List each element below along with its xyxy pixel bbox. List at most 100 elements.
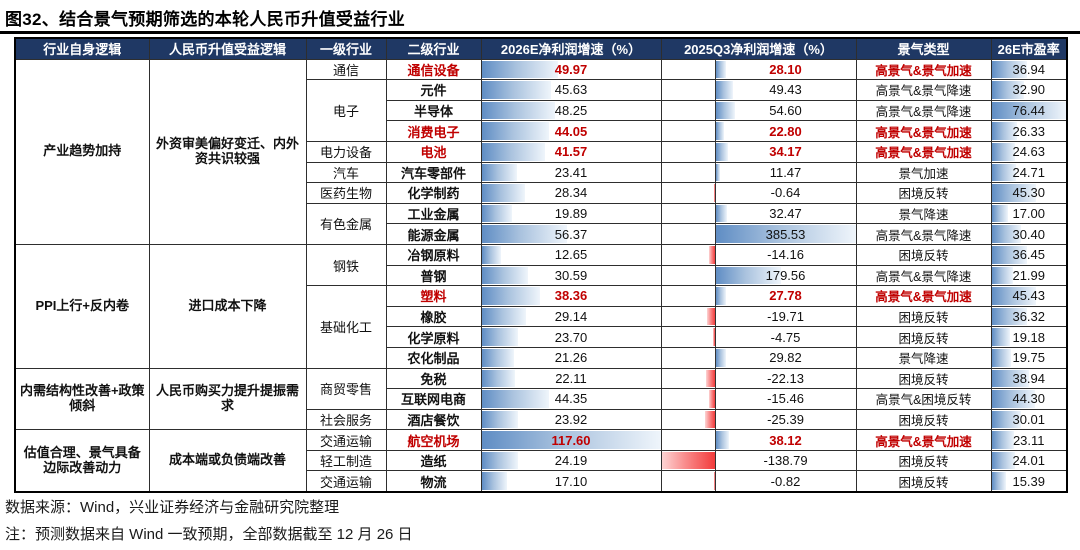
pe-26e-databar bbox=[992, 390, 1035, 408]
pe-26e-databar bbox=[992, 266, 1013, 285]
growth-2026e-cell: 24.19 bbox=[480, 449, 662, 472]
logic-cell: 估值合理、景气具备边际改善动力 bbox=[14, 429, 150, 493]
q3-positive-databar bbox=[715, 225, 855, 243]
pe-26e-value: 24.71 bbox=[1012, 164, 1046, 180]
pe-26e-cell: 76.44 bbox=[990, 99, 1068, 122]
q3-negative-zone bbox=[662, 163, 716, 182]
forecast-note: 注：预测数据来自 Wind 一致预期，全部数据截至 12 月 26 日 bbox=[5, 526, 413, 543]
pe-26e-cell: 19.18 bbox=[990, 326, 1068, 348]
q3-negative-databar bbox=[662, 451, 715, 470]
growth-2025q3-value: -25.39 bbox=[767, 411, 804, 427]
pe-26e-cell: 24.63 bbox=[990, 140, 1068, 163]
pe-26e-databar bbox=[992, 348, 1011, 367]
level2-industry-cell: 免税 bbox=[385, 367, 482, 390]
pe-26e-cell: 36.94 bbox=[990, 58, 1068, 81]
level2-industry-cell: 电池 bbox=[385, 140, 482, 163]
q3-bar-track: -19.71 bbox=[662, 307, 855, 326]
prosperity-type-cell: 困境反转 bbox=[855, 408, 992, 431]
q3-positive-zone: 179.56 bbox=[715, 266, 856, 285]
q3-positive-zone: -138.79 bbox=[716, 451, 856, 470]
pe-26e-databar bbox=[992, 184, 1036, 202]
q3-negative-zone bbox=[662, 451, 716, 470]
growth-2026e-value: 22.11 bbox=[555, 370, 587, 386]
prosperity-type-cell: 高景气&景气加速 bbox=[855, 58, 992, 81]
q3-bar-track: 49.43 bbox=[662, 80, 855, 100]
q3-bar-track: 32.47 bbox=[662, 204, 855, 223]
growth-2026e-cell: 23.41 bbox=[480, 161, 662, 184]
growth-2026e-cell: 49.97 bbox=[480, 58, 662, 81]
growth-2025q3-cell: -22.13 bbox=[660, 367, 857, 390]
q3-bar-track: 29.82 bbox=[662, 348, 855, 368]
q3-bar-track: 385.53 bbox=[662, 224, 855, 244]
growth-2025q3-cell: 28.10 bbox=[660, 58, 857, 81]
growth-2026e-value: 49.97 bbox=[554, 61, 588, 77]
growth-2026e-cell: 28.34 bbox=[480, 182, 662, 204]
q3-negative-zone bbox=[662, 266, 716, 285]
growth-2026e-value: 24.19 bbox=[554, 453, 588, 469]
prosperity-type-cell: 困境反转 bbox=[855, 367, 992, 390]
growth-2026e-cell: 23.92 bbox=[480, 408, 662, 431]
pe-26e-cell: 30.40 bbox=[990, 223, 1068, 245]
pe-26e-databar bbox=[992, 204, 1009, 223]
growth-2026e-cell: 117.60 bbox=[480, 429, 662, 451]
growth-2025q3-value: 32.47 bbox=[769, 206, 802, 222]
growth-2026e-cell: 44.35 bbox=[480, 388, 662, 410]
growth-2026e-databar bbox=[482, 225, 568, 243]
growth-2026e-value: 23.70 bbox=[554, 329, 588, 345]
column-header-industry-logic: 行业自身逻辑 bbox=[14, 37, 150, 60]
growth-2025q3-cell: 38.12 bbox=[660, 429, 857, 451]
table-row: 估值合理、景气具备边际改善动力 成本端或负债端改善 交通运输 航空机场 117.60 38… bbox=[14, 429, 1068, 493]
pe-26e-value: 17.00 bbox=[1012, 206, 1046, 222]
prosperity-type-cell: 景气降速 bbox=[855, 202, 992, 225]
level2-industry-cell: 通信设备 bbox=[385, 58, 482, 81]
pe-26e-value: 24.63 bbox=[1012, 144, 1046, 160]
growth-2026e-databar bbox=[482, 122, 549, 140]
q3-bar-track: -4.75 bbox=[662, 327, 855, 347]
growth-2026e-databar bbox=[482, 472, 508, 491]
growth-2026e-databar bbox=[482, 184, 525, 202]
q3-bar-track: 22.80 bbox=[662, 121, 855, 141]
growth-2026e-databar bbox=[482, 266, 529, 285]
table-row: 有色金属 工业金属 19.89 32.47 景气降速 17.00 bbox=[15, 202, 1068, 245]
growth-2026e-value: 21.26 bbox=[554, 350, 588, 366]
growth-2025q3-value: -138.79 bbox=[763, 453, 808, 469]
q3-bar-track: 179.56 bbox=[662, 266, 856, 285]
pe-26e-value: 15.39 bbox=[1012, 473, 1046, 489]
level2-industry-cell: 塑料 bbox=[385, 285, 482, 307]
table-row: 半导体 48.25 54.60 高景气&景气降速 76.44 bbox=[15, 99, 1068, 122]
q3-positive-zone: -22.13 bbox=[716, 369, 856, 388]
q3-negative-zone bbox=[662, 348, 716, 368]
pe-26e-databar bbox=[992, 410, 1021, 429]
level1-industry-cell: 社会服务 bbox=[305, 408, 387, 431]
rmb-logic-cell: 成本端或负债端改善 bbox=[148, 429, 307, 493]
table-row: 交通运输 物流 17.10 -0.82 困境反转 15.39 bbox=[15, 470, 1068, 493]
growth-2026e-value: 117.60 bbox=[551, 432, 591, 448]
table-row: 产业趋势加持 外资审美偏好变迁、内外资共识较强 通信 通信设备 49.97 28.10 高景… bbox=[14, 58, 1068, 245]
growth-2026e-value: 30.59 bbox=[554, 267, 588, 283]
prosperity-type-cell: 高景气&景气加速 bbox=[855, 285, 992, 307]
prosperity-type-cell: 困境反转 bbox=[855, 182, 992, 204]
q3-negative-zone bbox=[662, 368, 716, 388]
growth-2026e-cell: 30.59 bbox=[480, 264, 662, 287]
pe-26e-cell: 45.43 bbox=[990, 285, 1068, 307]
growth-2026e-databar bbox=[482, 410, 518, 429]
pe-26e-databar bbox=[992, 451, 1015, 470]
growth-2026e-value: 19.89 bbox=[554, 206, 588, 222]
growth-2025q3-cell: 32.47 bbox=[660, 202, 857, 225]
pe-26e-cell: 24.71 bbox=[990, 161, 1068, 184]
growth-2025q3-cell: -14.16 bbox=[660, 243, 857, 266]
growth-2026e-cell: 17.10 bbox=[480, 470, 662, 493]
q3-positive-databar bbox=[715, 204, 728, 223]
prosperity-type-cell: 困境反转 bbox=[855, 305, 992, 328]
growth-2026e-cell: 12.65 bbox=[480, 243, 662, 266]
q3-bar-track: -138.79 bbox=[662, 451, 856, 470]
level2-industry-cell: 互联网电商 bbox=[385, 388, 482, 410]
growth-2026e-databar bbox=[482, 369, 516, 388]
growth-2025q3-value: 11.47 bbox=[769, 164, 802, 180]
prosperity-type-cell: 景气降速 bbox=[855, 346, 992, 369]
growth-2026e-cell: 41.57 bbox=[480, 140, 662, 163]
growth-2026e-databar bbox=[482, 307, 526, 326]
q3-negative-zone bbox=[662, 183, 716, 203]
pe-26e-databar bbox=[992, 60, 1028, 79]
growth-2026e-databar bbox=[482, 328, 518, 346]
